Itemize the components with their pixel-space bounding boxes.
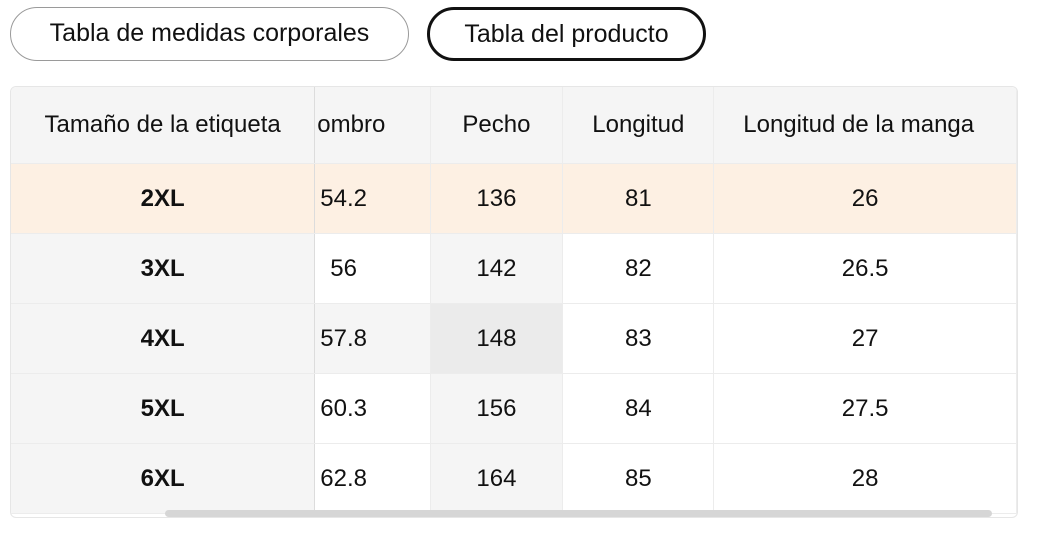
chest-cell: 148 — [430, 303, 564, 374]
size-cell: 2XL — [11, 163, 316, 234]
table-row[interactable]: 3XL 56 142 82 26.5 — [11, 233, 1017, 304]
chest-cell: 142 — [430, 233, 564, 304]
size-cell: 5XL — [11, 373, 316, 444]
length-cell: 84 — [562, 373, 715, 444]
chest-cell: 164 — [430, 443, 564, 514]
tab-body-measurements[interactable]: Tabla de medidas corporales — [10, 7, 409, 61]
size-cell: 6XL — [11, 443, 316, 514]
length-cell: 82 — [562, 233, 715, 304]
sleeve-cell: 27.5 — [713, 373, 1017, 444]
table-row[interactable]: 5XL 60.3 156 84 27.5 — [11, 373, 1017, 444]
shoulder-cell: 62.8 — [314, 443, 431, 514]
header-size: Tamaño de la etiqueta — [11, 87, 316, 164]
size-table-container[interactable]: Tamaño de la etiqueta ombro Pecho Longit… — [10, 86, 1018, 518]
chart-type-tabs: Tabla de medidas corporales Tabla del pr… — [10, 7, 706, 61]
sleeve-cell: 26 — [713, 163, 1017, 234]
size-table: Tamaño de la etiqueta ombro Pecho Longit… — [11, 87, 1017, 514]
sleeve-cell: 28 — [713, 443, 1017, 514]
sleeve-cell: 27 — [713, 303, 1017, 374]
sleeve-cell: 26.5 — [713, 233, 1017, 304]
chest-cell: 156 — [430, 373, 564, 444]
shoulder-cell: 57.8 — [314, 303, 431, 374]
shoulder-cell: 56 — [314, 233, 431, 304]
table-header-row: Tamaño de la etiqueta ombro Pecho Longit… — [11, 87, 1017, 164]
shoulder-cell: 60.3 — [314, 373, 431, 444]
header-length: Longitud — [562, 87, 715, 164]
size-cell: 3XL — [11, 233, 316, 304]
chest-cell: 136 — [430, 163, 564, 234]
table-row[interactable]: 6XL 62.8 164 85 28 — [11, 443, 1017, 514]
size-cell: 4XL — [11, 303, 316, 374]
length-cell: 83 — [562, 303, 715, 374]
length-cell: 81 — [562, 163, 715, 234]
shoulder-cell: 54.2 — [314, 163, 431, 234]
horizontal-scrollbar[interactable] — [165, 510, 992, 517]
length-cell: 85 — [562, 443, 715, 514]
header-shoulder: ombro — [314, 87, 431, 164]
tab-product-chart[interactable]: Tabla del producto — [427, 7, 706, 61]
table-row[interactable]: 4XL 57.8 148 83 27 — [11, 303, 1017, 374]
table-row[interactable]: 2XL 54.2 136 81 26 — [11, 163, 1017, 234]
header-sleeve: Longitud de la manga — [713, 87, 1017, 164]
header-chest: Pecho — [430, 87, 564, 164]
